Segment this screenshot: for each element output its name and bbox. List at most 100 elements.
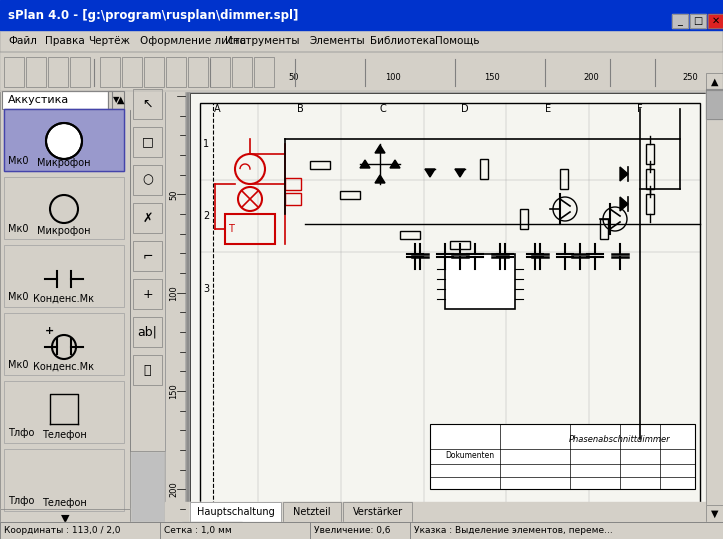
Text: +: + [142, 287, 153, 301]
Text: ⌐: ⌐ [142, 250, 153, 262]
Bar [70, 57, 90, 87]
Text: Телефон: Телефон [42, 498, 86, 508]
Text: Тлфо: Тлфо [8, 428, 35, 438]
Bar [690, 14, 706, 28]
Bar [2, 91, 112, 109]
Polygon shape [620, 197, 628, 211]
Bar [4, 109, 124, 171]
Bar [706, 73, 723, 90]
Text: Мк0: Мк0 [8, 156, 28, 166]
Bar [165, 73, 713, 522]
Bar [4, 381, 124, 443]
Bar [0, 522, 723, 539]
Bar [706, 89, 723, 119]
Text: ab|: ab| [137, 326, 158, 338]
Text: Оформление листа: Оформление листа [140, 36, 246, 45]
Bar [706, 73, 723, 522]
Bar [190, 93, 710, 517]
Bar [2, 91, 112, 109]
Bar [690, 14, 706, 28]
Text: ↖: ↖ [142, 98, 153, 110]
Bar [165, 522, 182, 539]
Text: 1: 1 [203, 139, 209, 149]
Bar [672, 14, 688, 28]
Text: ▶: ▶ [694, 526, 701, 536]
Bar [706, 73, 723, 522]
Polygon shape [375, 175, 385, 183]
Bar [310, 522, 410, 539]
Bar [133, 241, 162, 271]
Bar [646, 169, 654, 189]
Bar [254, 57, 274, 87]
Bar [0, 30, 723, 52]
Bar [130, 91, 165, 451]
Text: Verstärker: Verstärker [352, 507, 403, 517]
Bar [26, 57, 46, 87]
Bar [480, 159, 488, 179]
Bar [0, 90, 130, 539]
Bar [133, 165, 162, 195]
Bar [122, 57, 142, 87]
Text: 3: 3 [203, 284, 209, 294]
Bar [0, 509, 130, 529]
Bar [4, 245, 124, 307]
Bar [0, 522, 160, 539]
Bar [283, 502, 341, 522]
Bar [190, 502, 281, 522]
Bar [188, 57, 208, 87]
Bar [133, 317, 162, 347]
Bar [144, 57, 164, 87]
Bar [0, 509, 130, 529]
Text: Аккустика: Аккустика [8, 95, 69, 105]
Bar [100, 57, 120, 87]
Bar [133, 89, 162, 119]
Bar [0, 52, 723, 91]
Bar [108, 91, 124, 109]
Bar [4, 449, 124, 511]
Bar [0, 90, 130, 539]
Bar [133, 279, 162, 309]
Bar [210, 57, 230, 87]
Text: F: F [637, 104, 643, 114]
Text: □: □ [693, 16, 703, 26]
Bar [200, 103, 700, 511]
Bar [70, 57, 90, 87]
Text: ▼: ▼ [61, 514, 69, 524]
Text: 2: 2 [203, 211, 209, 221]
Bar [133, 165, 162, 195]
Text: Мк0: Мк0 [8, 292, 28, 302]
Bar [4, 57, 24, 87]
Bar [706, 505, 723, 522]
Bar [285, 178, 301, 190]
Text: Телефон: Телефон [42, 430, 86, 440]
Text: ○: ○ [142, 174, 153, 186]
Bar [210, 57, 230, 87]
Bar [0, 30, 723, 52]
Text: ✕: ✕ [712, 16, 720, 26]
Bar [430, 424, 695, 489]
Text: Чертёж: Чертёж [88, 36, 130, 45]
Polygon shape [375, 145, 385, 153]
Text: 200: 200 [583, 73, 599, 82]
Polygon shape [620, 167, 628, 181]
Text: ▼: ▼ [711, 508, 718, 519]
Bar [0, 522, 723, 539]
Text: +: + [46, 326, 55, 336]
Bar [706, 89, 723, 119]
Bar [445, 254, 515, 309]
Text: C: C [380, 104, 386, 114]
Text: Конденс.Мк: Конденс.Мк [33, 362, 95, 372]
Bar [4, 313, 124, 375]
Bar [646, 194, 654, 214]
Bar [130, 91, 165, 451]
Bar [0, 0, 723, 30]
Text: A: A [214, 104, 221, 114]
Bar [165, 502, 707, 522]
Bar [343, 502, 412, 522]
Bar [133, 89, 162, 119]
Bar [160, 522, 310, 539]
Text: B: B [296, 104, 304, 114]
Text: _: _ [677, 16, 683, 26]
Circle shape [46, 123, 82, 159]
Bar [689, 522, 706, 539]
